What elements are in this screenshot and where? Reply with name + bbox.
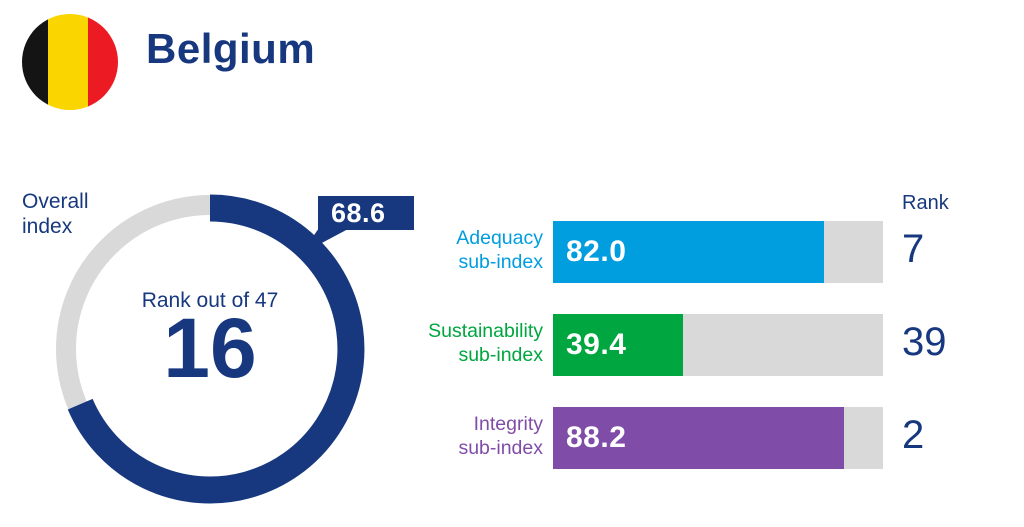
rank-value: 2	[902, 413, 925, 457]
subindex-row: Adequacy sub-index 82.0 7	[343, 221, 960, 283]
donut-value-arc	[67, 194, 365, 504]
subindex-row: Integrity sub-index 88.2 2	[343, 407, 960, 469]
subindex-label-line1: Integrity	[473, 413, 543, 435]
bar-value: 39.4	[566, 328, 627, 361]
subindex-label: Adequacy sub-index	[343, 226, 543, 274]
subindex-label-line2: sub-index	[458, 344, 543, 366]
overall-rank-value: 16	[163, 301, 257, 395]
subindex-label-line1: Adequacy	[456, 227, 543, 249]
rank-value: 7	[902, 227, 925, 271]
bar-fill: 39.4	[553, 314, 684, 376]
subindex-label-line2: sub-index	[458, 437, 543, 459]
overall-score-value: 68.6	[331, 198, 386, 228]
rank-value: 39	[902, 320, 947, 364]
rank-column-header: Rank	[902, 192, 949, 214]
overall-index-donut-chart: 68.6	[56, 194, 414, 504]
bar-value: 88.2	[566, 421, 627, 454]
subindex-label: Sustainability sub-index	[343, 319, 543, 367]
score-badge-pointer	[301, 228, 350, 254]
bar-track: 82.0	[553, 221, 883, 283]
rank-caption: Rank out of 47	[141, 289, 279, 312]
subindex-label: Integrity sub-index	[343, 412, 543, 460]
subindex-row: Sustainability sub-index 39.4 39	[343, 314, 960, 376]
subindex-label-line2: sub-index	[458, 251, 543, 273]
overall-index-label: Overall index	[22, 190, 89, 239]
bar-track: 88.2	[553, 407, 883, 469]
belgium-flag-icon	[22, 14, 118, 110]
bar-fill: 88.2	[553, 407, 845, 469]
bar-track: 39.4	[553, 314, 883, 376]
page-title: Belgium	[146, 25, 316, 72]
bar-fill: 82.0	[553, 221, 824, 283]
bar-value: 82.0	[566, 235, 627, 268]
subindex-label-line1: Sustainability	[428, 320, 543, 342]
score-badge	[318, 196, 414, 230]
